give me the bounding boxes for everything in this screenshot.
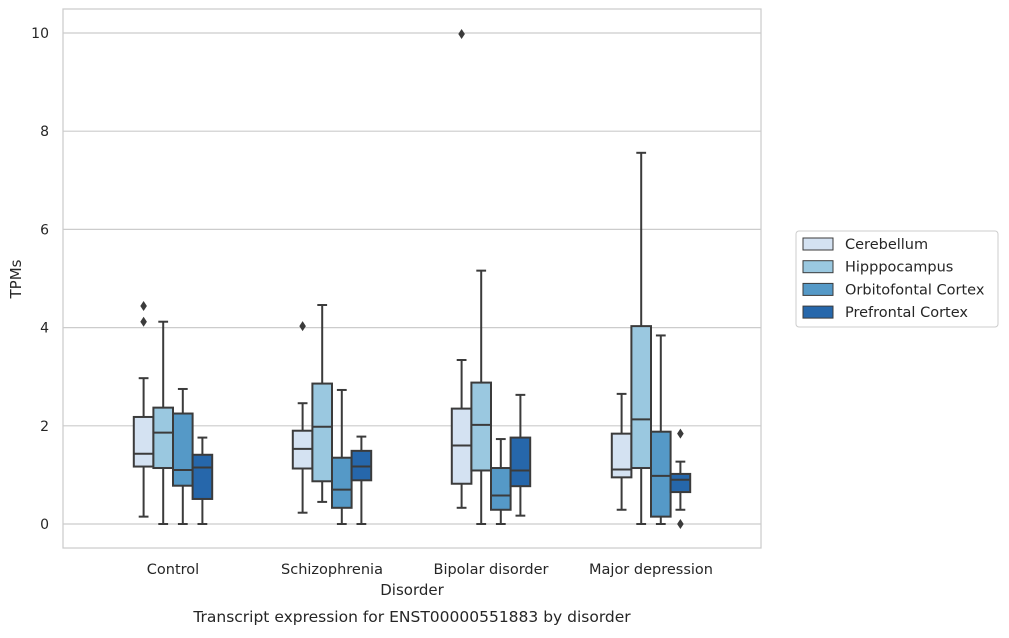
- legend-swatch-1: [802, 260, 834, 274]
- box-body: [172, 412, 194, 487]
- box-1-0: [152, 320, 174, 525]
- box-1-3: [630, 151, 653, 525]
- box-2-2: [490, 438, 512, 525]
- outlier-point: [677, 428, 684, 439]
- x-tick-label-3: Major depression: [589, 562, 713, 578]
- y-tick-labels: 0 2 4 6 8 10: [31, 26, 49, 533]
- box-0-0: [132, 300, 155, 518]
- box-groups: [132, 28, 692, 529]
- outlier-point: [677, 519, 684, 529]
- box-body: [509, 436, 532, 488]
- box-3-0: [191, 436, 214, 525]
- box-3-3: [669, 428, 692, 529]
- box-1-1: [311, 304, 333, 503]
- legend-swatch-0: [802, 237, 834, 251]
- box-body: [610, 432, 633, 479]
- box-2-3: [650, 334, 672, 525]
- legend-swatch-3: [802, 305, 834, 319]
- box-body: [669, 472, 692, 494]
- x-tick-labels: Control Schizophrenia Bipolar disorder Majo…: [147, 562, 713, 578]
- legend-label-0: Cerebellum: [845, 237, 928, 253]
- outlier-point: [458, 28, 465, 39]
- legend-label-1: Hipppocampus: [845, 260, 953, 276]
- x-tick-label-1: Schizophrenia: [281, 562, 383, 578]
- y-tick-label-2: 2: [40, 419, 49, 435]
- plot-frame: [62, 8, 762, 549]
- box-1-2: [470, 269, 492, 525]
- x-tick-label-0: Control: [147, 562, 199, 578]
- y-tick-label-8: 8: [40, 124, 49, 140]
- x-tick-label-2: Bipolar disorder: [434, 562, 549, 578]
- box-body: [191, 453, 214, 500]
- y-tick-label-0: 0: [40, 517, 49, 533]
- box-0-3: [610, 392, 633, 511]
- box-0-1: [291, 321, 314, 514]
- x-axis-label: Disorder: [380, 581, 444, 599]
- y-axis-label: TPMs: [7, 259, 25, 299]
- box-0-2: [450, 28, 473, 509]
- box-body: [650, 430, 672, 518]
- legend: Cerebellum Hipppocampus Orbitofontal Corte…: [795, 230, 999, 328]
- y-tick-label-10: 10: [31, 26, 49, 42]
- y-tick-label-6: 6: [40, 222, 49, 238]
- legend-frame: [795, 230, 999, 328]
- box-body: [331, 456, 353, 509]
- box-body: [630, 325, 653, 470]
- box-body: [152, 406, 174, 470]
- box-body: [132, 415, 155, 468]
- legend-swatch-2: [802, 282, 834, 296]
- box-body: [470, 381, 492, 472]
- legend-label-2: Orbitofontal Cortex: [845, 282, 985, 298]
- box-3-2: [509, 393, 532, 517]
- y-tick-label-4: 4: [40, 321, 49, 337]
- outlier-point: [299, 321, 306, 332]
- chart-title: Transcript expression for ENST0000055188…: [192, 608, 631, 626]
- outlier-point: [140, 300, 147, 311]
- box-body: [311, 382, 333, 483]
- box-3-1: [350, 435, 373, 525]
- box-body: [490, 467, 512, 511]
- box-2-1: [331, 388, 353, 525]
- legend-label-3: Prefrontal Cortex: [845, 305, 968, 321]
- outlier-point: [140, 316, 147, 327]
- box-2-0: [172, 387, 194, 525]
